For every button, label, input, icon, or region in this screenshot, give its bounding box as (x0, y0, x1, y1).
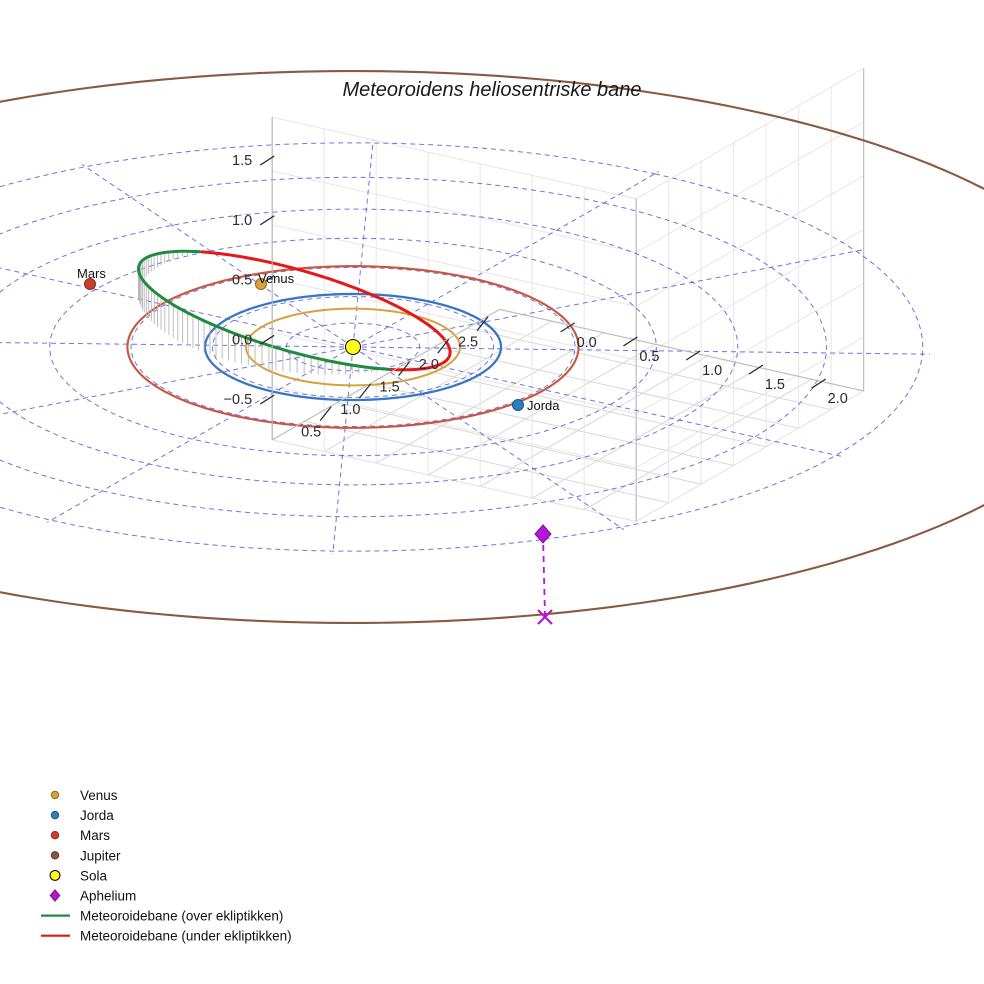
legend-marker-mars (50, 830, 60, 840)
legend-label: Meteoroidebane (over ekliptikken) (80, 909, 283, 924)
legend-label: Venus (80, 788, 118, 803)
legend-label: Jupiter (80, 848, 121, 863)
meteoroid-orbit (136, 249, 452, 372)
venus-marker (255, 278, 267, 290)
z-tick-label: 1.5 (232, 153, 252, 169)
y-tick-label: 2.0 (828, 391, 848, 407)
aphelion-ground-marker (537, 609, 553, 625)
y-tick-label: 1.0 (702, 363, 722, 379)
annotation-mars: Mars (77, 266, 106, 281)
annotation-venus: Venus (258, 271, 295, 286)
annotation-jorda: Jorda (527, 398, 560, 413)
orbit-mars (126, 265, 580, 429)
jupiter-orbit (0, 69, 984, 625)
legend-marker-venus (50, 790, 60, 800)
aphelium-marker (534, 524, 552, 544)
planet-orbits (126, 265, 580, 429)
orbit-venus (244, 307, 462, 387)
x-tick-label: 2.0 (419, 357, 439, 373)
z-tick-label: 0.5 (232, 273, 252, 289)
page-title: Meteoroidens heliosentriske bane (342, 79, 641, 101)
x-tick-label: 2.5 (458, 335, 478, 351)
z-tick-label: −0.5 (224, 392, 253, 408)
legend-label: Aphelium (80, 889, 136, 904)
y-tick-label: 1.5 (765, 377, 785, 393)
legend-marker-jupiter (50, 851, 60, 860)
legend-label: Jorda (80, 808, 114, 823)
sola-marker (345, 339, 361, 355)
mars-marker (84, 278, 96, 290)
legend-marker-jorda (50, 810, 60, 820)
x-tick-label: 1.5 (380, 380, 400, 396)
body-markers (84, 278, 553, 625)
meteoroid-above-ecliptic (136, 249, 391, 371)
legend-label: Mars (80, 828, 110, 843)
x-tick-label: 1.0 (340, 402, 360, 418)
z-tick-label: 0.0 (232, 332, 252, 348)
meteoroid-below-ecliptic (200, 250, 452, 372)
axis-decorations: 1.5 1.0 0.5 0.0 −0.5 0.5 1.0 1.5 2.0 2.5 0.0 0.5 1.0… (224, 117, 864, 441)
legend-label: Meteoroidebane (under ekliptikken) (80, 929, 292, 944)
legend-marker-sola (49, 869, 61, 881)
legend: Venus Jorda Mars Jupiter Sola Aphelium Meteoro… (41, 788, 292, 944)
z-tick-label: 1.0 (232, 213, 252, 229)
meteoroid-drop-lines (137, 251, 384, 375)
y-tick-label: 0.5 (639, 349, 659, 365)
jorda-marker (512, 399, 524, 411)
legend-marker-aphelium (49, 889, 61, 902)
x-tick-label: 0.5 (301, 425, 321, 441)
body-annotations: Mars Venus Jorda (77, 266, 560, 413)
y-tick-label: 0.0 (577, 335, 597, 351)
legend-label: Sola (80, 868, 108, 883)
aphelion-projection-line (542, 533, 546, 618)
